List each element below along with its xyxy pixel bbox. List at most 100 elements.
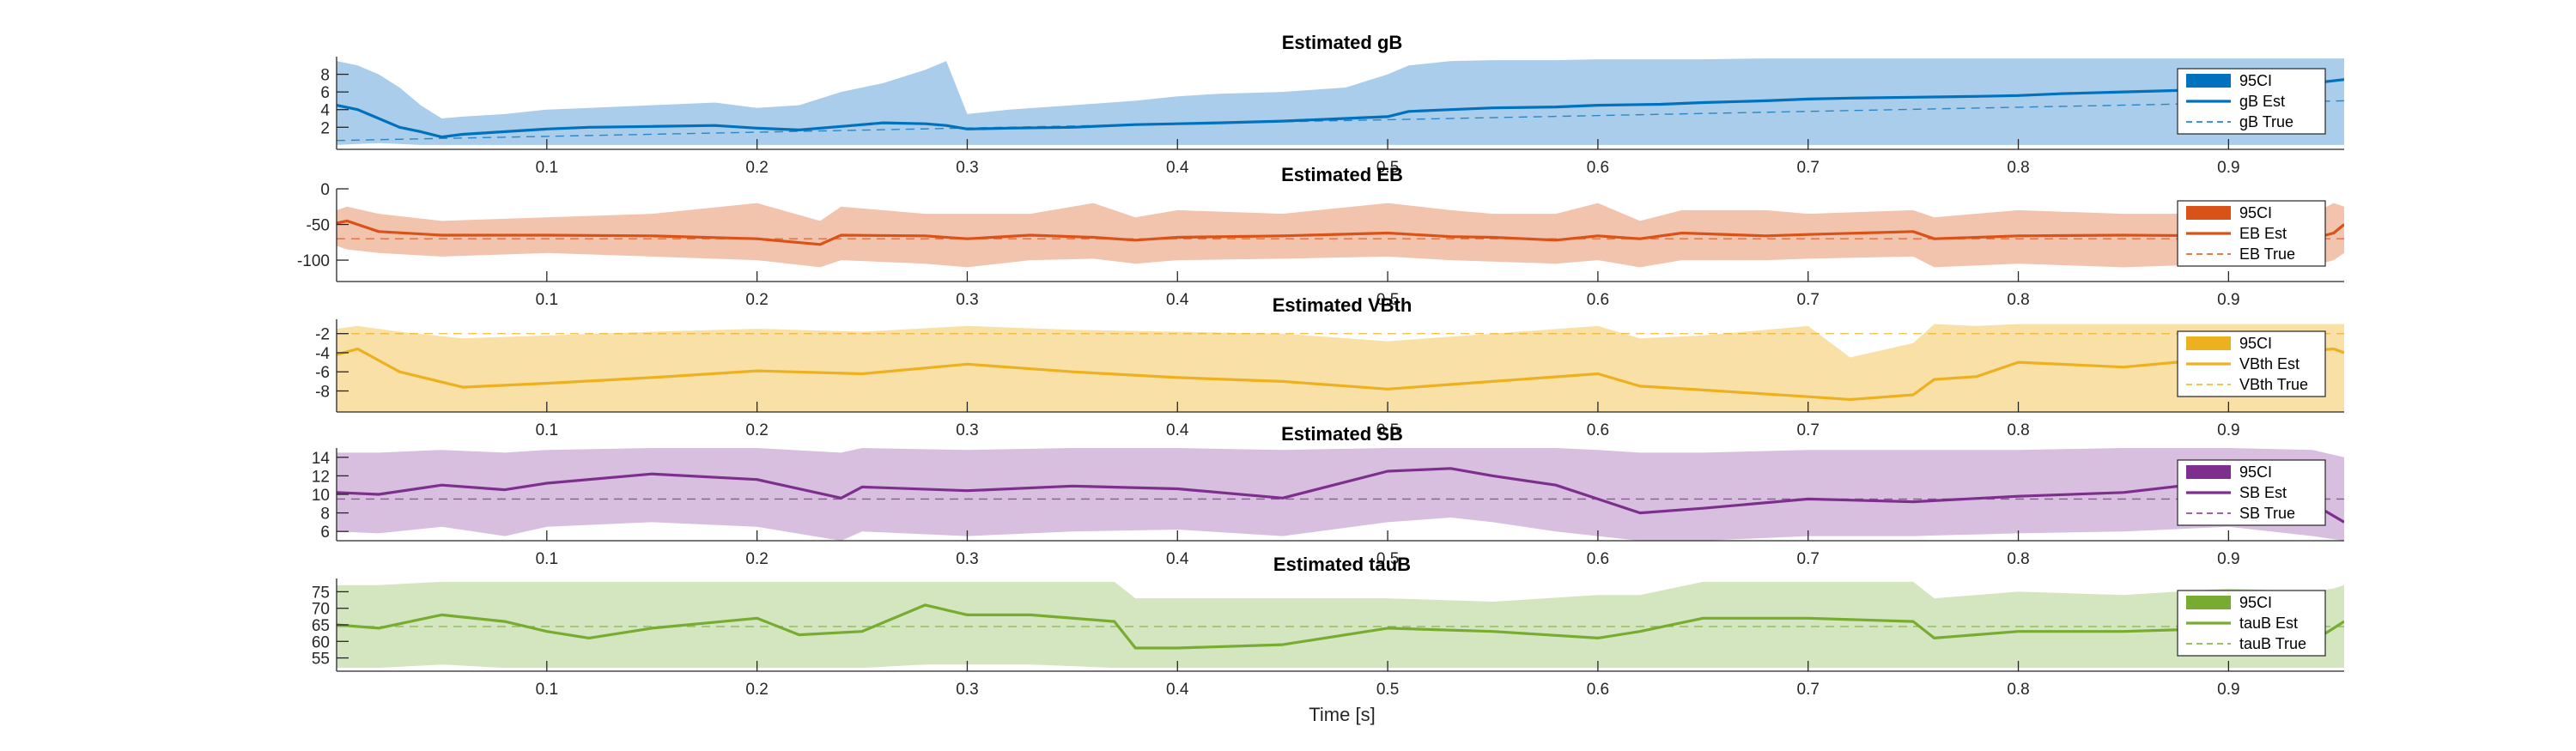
legend-label: 95CI <box>2239 594 2272 611</box>
subplot-title: Estimated SB <box>1281 423 1403 445</box>
y-tick-label: 4 <box>320 102 330 120</box>
legend: 95CI gB Est gB True <box>2177 68 2326 135</box>
legend-label: SB Est <box>2239 484 2287 501</box>
x-tick-label: 0.2 <box>745 291 768 309</box>
legend-swatch-ci <box>2186 596 2231 609</box>
y-tick-label: 14 <box>312 450 331 468</box>
y-tick-label: -6 <box>315 364 330 382</box>
estimate-line <box>337 78 2344 139</box>
legend: 95CI VBth Est VBth True <box>2177 330 2326 397</box>
x-tick-label: 0.7 <box>1797 159 1820 177</box>
plot-area <box>337 324 2344 412</box>
legend-label: tauB Est <box>2239 615 2298 632</box>
legend-label: 95CI <box>2239 463 2272 481</box>
legend-label: 95CI <box>2239 335 2272 352</box>
subplot-2: -100 -50 0 0.1 0.2 0.3 0.4 0.5 0.6 0.7 0.8 0.9 Estim… <box>297 164 2344 309</box>
x-tick-label: 0.2 <box>745 421 768 439</box>
ci-band <box>337 581 2344 669</box>
x-tick-label: 0.2 <box>745 159 768 177</box>
x-tick-label: 0.7 <box>1797 550 1820 568</box>
y-tick-label: 12 <box>312 468 330 486</box>
x-tick-label: 0.9 <box>2217 681 2239 699</box>
plot-area <box>337 203 2344 268</box>
y-tick-label: 0 <box>320 181 330 199</box>
legend-swatch-ci <box>2186 465 2231 479</box>
x-tick-label: 0.5 <box>1376 550 1399 568</box>
x-tick-label: 0.3 <box>956 159 978 177</box>
x-tick-label: 0.7 <box>1797 421 1820 439</box>
y-tick-label: 55 <box>312 651 330 669</box>
subplot-title: Estimated EB <box>1281 164 1403 185</box>
x-tick-label: 0.8 <box>2007 159 2029 177</box>
y-tick-label: 65 <box>312 617 330 635</box>
legend: 95CI EB Est EB True <box>2177 200 2326 267</box>
x-tick-label: 0.1 <box>536 681 558 699</box>
plot-area <box>337 581 2344 669</box>
y-tick-label: 60 <box>312 633 330 651</box>
estimate-line <box>337 467 2344 524</box>
x-tick-label: 0.5 <box>1376 421 1399 439</box>
plot-area <box>337 58 2344 145</box>
plot-area <box>337 448 2344 541</box>
x-tick-label: 0.7 <box>1797 291 1820 309</box>
x-tick-label: 0.8 <box>2007 550 2029 568</box>
y-tick-label: 2 <box>320 119 330 137</box>
legend-label: tauB True <box>2239 635 2306 652</box>
legend-swatch-ci <box>2186 74 2231 88</box>
legend-label: gB True <box>2239 113 2293 130</box>
estimate-line <box>337 219 2344 246</box>
legend-label: VBth Est <box>2239 355 2300 372</box>
x-tick-label: 0.7 <box>1797 681 1820 699</box>
x-tick-label: 0.6 <box>1587 291 1609 309</box>
legend-label: 95CI <box>2239 72 2272 89</box>
x-tick-label: 0.4 <box>1166 681 1189 699</box>
x-tick-label: 0.5 <box>1376 159 1399 177</box>
x-tick-label: 0.9 <box>2217 550 2239 568</box>
x-axis-label: Time [s] <box>1309 704 1375 725</box>
ci-band <box>337 58 2344 145</box>
legend: 95CI tauB Est tauB True <box>2177 590 2326 657</box>
subplot-title: Estimated VBth <box>1273 294 1413 316</box>
y-tick-label: 75 <box>312 584 330 602</box>
legend-label: 95CI <box>2239 204 2272 221</box>
y-tick-label: 6 <box>320 84 330 102</box>
y-tick-label: -100 <box>297 252 330 270</box>
y-tick-label: 70 <box>312 601 330 619</box>
subplot-3: -8 -6-4-2 0.1 0.2 0.3 0.4 0.5 0.6 0.7 0.8 0.9 Estim… <box>315 294 2344 439</box>
x-tick-label: 0.3 <box>956 291 978 309</box>
x-tick-label: 0.3 <box>956 681 978 699</box>
x-tick-label: 0.4 <box>1166 421 1189 439</box>
x-tick-label: 0.1 <box>536 421 558 439</box>
y-tick-label: -8 <box>315 384 330 402</box>
legend-swatch-ci <box>2186 206 2231 220</box>
estimate-line <box>337 347 2344 402</box>
x-tick-label: 0.8 <box>2007 421 2029 439</box>
subplot-title: Estimated gB <box>1282 32 1403 53</box>
x-tick-label: 0.6 <box>1587 421 1609 439</box>
x-tick-label: 0.3 <box>956 421 978 439</box>
x-tick-label: 0.1 <box>536 291 558 309</box>
x-tick-label: 0.2 <box>745 550 768 568</box>
y-tick-label: 10 <box>312 487 330 505</box>
x-tick-label: 0.1 <box>536 159 558 177</box>
x-tick-label: 0.9 <box>2217 291 2239 309</box>
subplot-stack: 246 8 0.1 0.2 0.3 0.4 0.5 0.6 0.7 0.8 0.9 Estimated… <box>297 32 2344 699</box>
y-tick-label: 8 <box>320 506 330 524</box>
legend-label: SB True <box>2239 505 2295 522</box>
y-tick-label: -2 <box>315 326 330 344</box>
x-tick-label: 0.6 <box>1587 550 1609 568</box>
legend-label: EB True <box>2239 245 2295 263</box>
x-tick-label: 0.8 <box>2007 681 2029 699</box>
legend: 95CI SB Est SB True <box>2177 459 2326 526</box>
y-tick-label: -50 <box>307 217 330 235</box>
y-tick-label: -4 <box>315 345 330 363</box>
ci-band <box>337 324 2344 412</box>
legend-swatch-ci <box>2186 336 2231 350</box>
x-tick-label: 0.5 <box>1376 681 1399 699</box>
x-tick-label: 0.4 <box>1166 550 1189 568</box>
subplot-title: Estimated tauB <box>1273 554 1411 575</box>
